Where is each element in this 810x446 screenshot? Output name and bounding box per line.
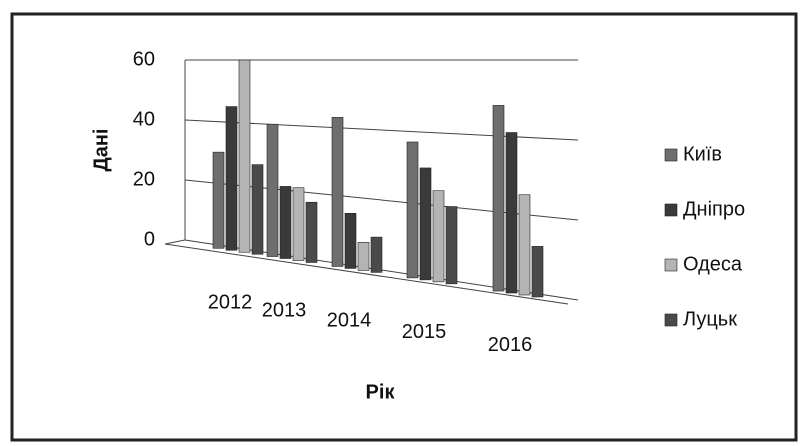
legend-label: Одеса [683, 253, 743, 275]
bar [331, 117, 344, 267]
y-tick-label: 0 [144, 228, 155, 250]
bar [370, 236, 383, 273]
bar [505, 132, 518, 294]
legend-swatch [664, 313, 678, 327]
y-tick-label: 60 [133, 48, 155, 70]
bar [432, 190, 445, 283]
legend-label: Дніпро [683, 198, 745, 220]
bar [238, 59, 251, 253]
x-tick-label: 2014 [327, 310, 372, 332]
x-tick-label: 2012 [208, 291, 253, 313]
bar [518, 194, 531, 296]
bar [445, 206, 458, 285]
bar [292, 187, 305, 261]
bar [419, 167, 432, 281]
x-tick-label: 2015 [402, 321, 447, 343]
bar [266, 123, 279, 257]
legend-label: Луцьк [683, 308, 737, 330]
bar [225, 106, 238, 251]
y-tick-label: 40 [133, 108, 155, 130]
bar [406, 141, 419, 279]
bar [305, 201, 318, 263]
legend-swatch [664, 258, 678, 272]
legend-swatch [664, 148, 678, 162]
bar [212, 151, 225, 249]
y-tick-label: 20 [133, 168, 155, 190]
x-axis-label: Рік [366, 381, 396, 403]
bar [279, 186, 292, 259]
bar [251, 164, 264, 255]
bar [492, 105, 505, 292]
bar [344, 213, 357, 269]
legend-label: Київ [683, 143, 722, 165]
y-axis-label: Дані [90, 128, 112, 171]
wall-edge [164, 239, 186, 245]
floor-edge [164, 243, 569, 305]
x-tick-label: 2016 [488, 334, 533, 356]
x-tick-label: 2013 [262, 300, 307, 322]
bar [357, 242, 370, 271]
frame [10, 12, 798, 442]
legend-swatch [664, 203, 678, 217]
bar [531, 246, 544, 298]
